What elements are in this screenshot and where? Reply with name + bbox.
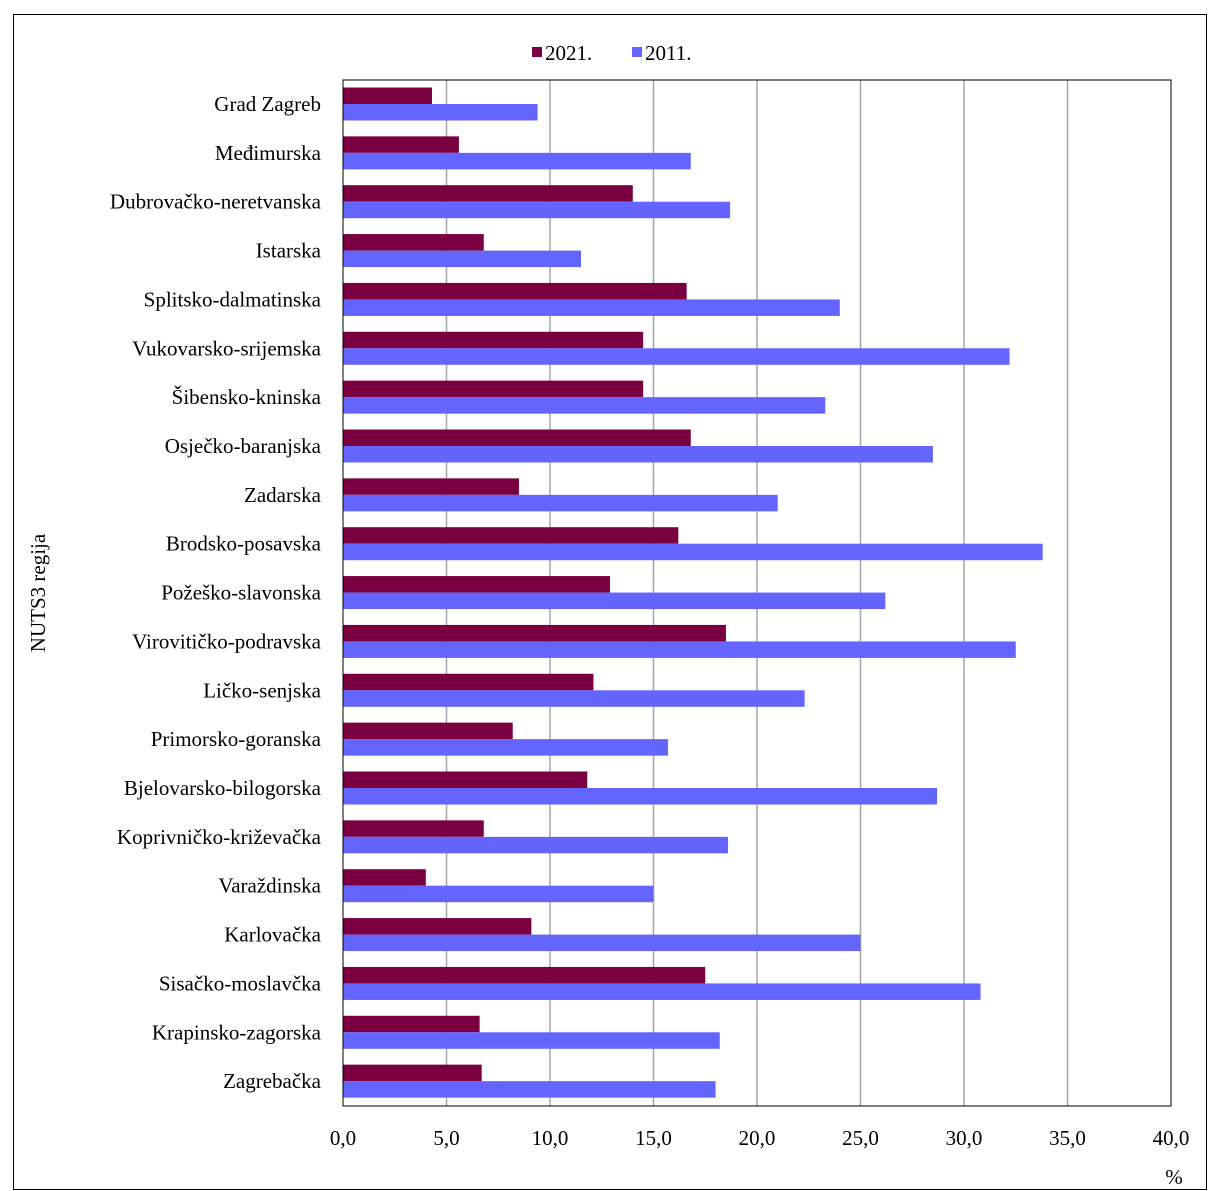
bar-2021 bbox=[343, 478, 519, 495]
bar-2021 bbox=[343, 576, 611, 593]
category-label: Osječko-baranjska bbox=[165, 434, 322, 458]
legend-label-2011: 2011. bbox=[645, 41, 691, 65]
x-tick-label: 25,0 bbox=[842, 1126, 879, 1150]
bar-2011 bbox=[343, 543, 1043, 561]
bar-2021 bbox=[343, 722, 513, 740]
category-label: Dubrovačko-neretvanska bbox=[110, 190, 322, 214]
bar-2021 bbox=[343, 966, 706, 984]
bar-2021 bbox=[343, 1015, 480, 1033]
category-label: Primorsko-goranska bbox=[151, 727, 322, 751]
category-label: Zagrebačka bbox=[223, 1069, 322, 1093]
bar-2021 bbox=[343, 331, 644, 349]
category-label: Vukovarsko-srijemska bbox=[132, 336, 322, 360]
category-label: Međimurska bbox=[215, 141, 322, 165]
bar-2011 bbox=[343, 690, 805, 707]
x-tick-label: 30,0 bbox=[946, 1126, 983, 1150]
bar-2011 bbox=[343, 446, 933, 463]
bar-2021 bbox=[343, 429, 691, 446]
category-label: Krapinsko-zagorska bbox=[152, 1020, 322, 1044]
category-label: Virovitičko-podravska bbox=[132, 629, 322, 653]
x-tick-label: 5,0 bbox=[433, 1126, 459, 1150]
legend-swatch-2011 bbox=[632, 47, 642, 57]
bar-2021 bbox=[343, 282, 687, 300]
bar-2021 bbox=[343, 234, 484, 251]
category-label: Splitsko-dalmatinska bbox=[144, 287, 322, 311]
category-label: Varaždinska bbox=[218, 874, 321, 898]
category-label: Istarska bbox=[256, 239, 322, 263]
bar-2011 bbox=[343, 299, 840, 316]
category-label: Karlovačka bbox=[224, 923, 321, 947]
x-tick-label: 35,0 bbox=[1049, 1126, 1086, 1150]
category-label: Grad Zagreb bbox=[214, 92, 321, 116]
bar-2021 bbox=[343, 624, 726, 642]
category-label: Bjelovarsko-bilogorska bbox=[124, 776, 322, 800]
bar-2021 bbox=[343, 87, 433, 104]
bar-2011 bbox=[343, 836, 729, 854]
bar-2011 bbox=[343, 592, 886, 610]
bar-2011 bbox=[343, 152, 691, 170]
x-tick-label: 40,0 bbox=[1153, 1126, 1190, 1150]
bar-2011 bbox=[343, 1032, 720, 1049]
x-tick-labels: 0,0 5,0 10,0 15,0 20,0 25,0 30,0 35,0 40,0 bbox=[330, 1126, 1190, 1150]
x-tick-label: 0,0 bbox=[330, 1126, 356, 1150]
bar-2011 bbox=[343, 494, 778, 512]
bar-2011 bbox=[343, 739, 668, 756]
bar-2021 bbox=[343, 673, 594, 691]
bar-2021 bbox=[343, 820, 484, 837]
bar-2011 bbox=[343, 934, 861, 952]
category-label: Sisačko-moslavčka bbox=[159, 971, 322, 995]
bar-2011 bbox=[343, 104, 538, 121]
y-axis-title: NUTS3 regija bbox=[26, 533, 50, 652]
bar-2011 bbox=[343, 201, 731, 219]
bar-2011 bbox=[343, 885, 654, 903]
x-tick-label: 20,0 bbox=[739, 1126, 776, 1150]
bar-2011 bbox=[343, 983, 981, 1000]
bar-2021 bbox=[343, 869, 426, 886]
bar-2021 bbox=[343, 527, 679, 544]
bar-2021 bbox=[343, 771, 588, 788]
legend-swatch-2021 bbox=[532, 47, 542, 57]
x-tick-label: 15,0 bbox=[635, 1126, 672, 1150]
category-label: Požeško-slavonska bbox=[161, 581, 321, 605]
legend-label-2021: 2021. bbox=[545, 41, 592, 65]
bar-2011 bbox=[343, 348, 1010, 365]
bar-2011 bbox=[343, 641, 1016, 658]
bar-2021 bbox=[343, 1064, 482, 1082]
bar-2021 bbox=[343, 918, 532, 935]
bar-2021 bbox=[343, 380, 644, 398]
bar-2011 bbox=[343, 397, 826, 414]
bar-2011 bbox=[343, 788, 938, 805]
category-label: Koprivničko-križevačka bbox=[117, 825, 322, 849]
x-tick-label: 10,0 bbox=[532, 1126, 569, 1150]
category-labels: Grad Zagreb Međimurska Dubrovačko-neretvan… bbox=[110, 92, 322, 1093]
category-label: Ličko-senjska bbox=[203, 678, 321, 702]
bar-2021 bbox=[343, 136, 459, 153]
bar-2011 bbox=[343, 1081, 716, 1098]
x-axis-unit: % bbox=[1165, 1165, 1183, 1189]
category-label: Šibensko-kninska bbox=[172, 385, 322, 409]
legend: 2021. 2011. bbox=[532, 41, 691, 65]
category-label: Zadarska bbox=[244, 483, 322, 507]
category-label: Brodsko-posavska bbox=[166, 532, 322, 556]
bar-2011 bbox=[343, 250, 582, 268]
bar-2021 bbox=[343, 185, 633, 202]
bars bbox=[343, 87, 1043, 1098]
plot-area-border bbox=[342, 79, 1172, 1107]
